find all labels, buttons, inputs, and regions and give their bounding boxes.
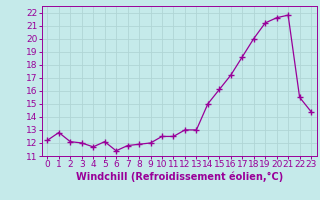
- X-axis label: Windchill (Refroidissement éolien,°C): Windchill (Refroidissement éolien,°C): [76, 172, 283, 182]
